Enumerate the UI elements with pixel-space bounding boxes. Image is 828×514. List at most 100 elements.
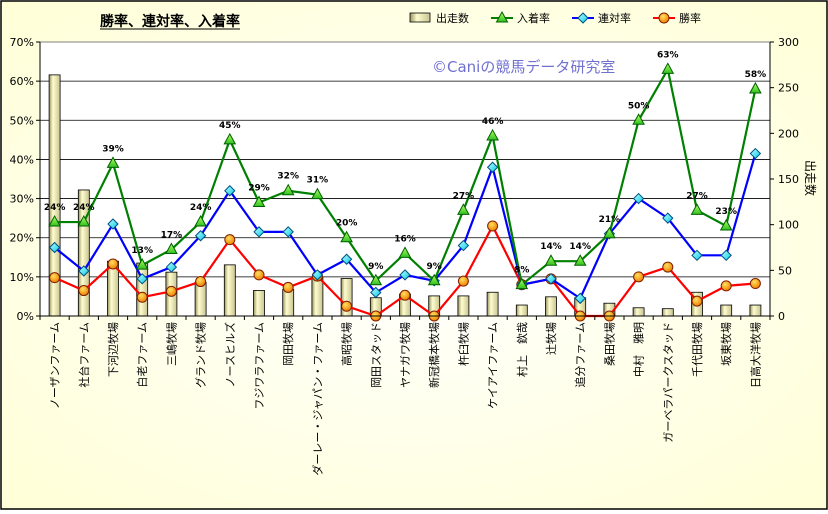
marker-point bbox=[486, 128, 499, 141]
marker-point bbox=[107, 258, 119, 270]
legend-label: 出走数 bbox=[436, 11, 469, 25]
data-label: 24% bbox=[73, 203, 95, 213]
legend-item: 入着率 bbox=[491, 10, 550, 25]
x-tick-label: 下河辺牧場 bbox=[106, 322, 120, 377]
series-line bbox=[48, 147, 762, 305]
bar bbox=[253, 290, 265, 317]
data-label: 63% bbox=[657, 50, 679, 60]
data-label: 50% bbox=[628, 101, 650, 111]
data-labels: 24% 24% 39% 13% 17% 24% 45% 29% 32% 31% 20% 9% 16% 9%… bbox=[44, 50, 766, 275]
x-tick-label: ガーベラパークスタッド bbox=[662, 322, 675, 443]
marker-point bbox=[223, 132, 237, 145]
marker-point bbox=[341, 300, 353, 312]
y2-tick-label: 200 bbox=[778, 127, 799, 140]
marker-point bbox=[77, 215, 91, 227]
bar bbox=[311, 277, 324, 317]
bar bbox=[194, 281, 207, 317]
y2-tick-label: 250 bbox=[778, 82, 799, 95]
y-tick-label: 10% bbox=[10, 271, 34, 284]
marker-point bbox=[253, 226, 265, 238]
y2-tick-label: 300 bbox=[778, 36, 799, 49]
legend-label: 入着率 bbox=[517, 11, 550, 25]
x-tick-label: 新冠橋本牧場 bbox=[427, 322, 441, 388]
marker-point bbox=[224, 234, 236, 246]
data-label: 58% bbox=[745, 70, 767, 80]
x-tick-label: フジワラファーム bbox=[253, 322, 266, 410]
data-label: 24% bbox=[44, 203, 66, 213]
data-label: 45% bbox=[219, 121, 241, 131]
y2-tick-label: 0 bbox=[778, 310, 785, 323]
marker-point bbox=[457, 275, 469, 287]
marker-point bbox=[340, 230, 353, 243]
data-label: 24% bbox=[190, 203, 212, 213]
marker-point bbox=[136, 291, 148, 303]
marker-point bbox=[49, 272, 61, 284]
legend-swatch bbox=[409, 12, 431, 23]
marker-point bbox=[252, 195, 266, 207]
bar bbox=[545, 296, 557, 317]
x-tick-label: 桑田牧場 bbox=[602, 322, 616, 366]
marker-point bbox=[515, 277, 529, 290]
y2-tick-label: 150 bbox=[778, 173, 799, 186]
data-label: 13% bbox=[131, 246, 153, 256]
marker-point bbox=[749, 278, 761, 290]
bar bbox=[223, 264, 236, 317]
x-tick-label: グランド牧場 bbox=[194, 322, 208, 388]
bar bbox=[632, 307, 645, 317]
y-tick-label: 40% bbox=[10, 153, 34, 166]
data-label: 8% bbox=[514, 266, 529, 276]
data-label: 32% bbox=[277, 172, 299, 182]
marker-point bbox=[311, 187, 324, 200]
data-label: 39% bbox=[102, 144, 124, 154]
x-tick-label: 坂東牧場 bbox=[719, 322, 733, 366]
x-tick-label: ノーザンファーム bbox=[49, 322, 62, 409]
marker-point bbox=[165, 242, 178, 254]
legend-label: 勝率 bbox=[679, 11, 701, 25]
marker-point bbox=[749, 81, 762, 94]
marker-point bbox=[545, 273, 557, 285]
marker-point bbox=[253, 269, 265, 281]
y-tick-label: 20% bbox=[10, 232, 34, 245]
line-series bbox=[48, 62, 762, 322]
marker-point bbox=[691, 249, 703, 262]
marker-point bbox=[457, 239, 470, 252]
x-tick-label: 三嶋牧場 bbox=[164, 322, 178, 366]
x-tick-label: 中村 雅明 bbox=[632, 322, 646, 377]
y-tick-label: 30% bbox=[10, 193, 34, 206]
x-tick-label: 白老ファーム bbox=[135, 322, 149, 388]
marker-point bbox=[574, 292, 586, 305]
marker-point bbox=[165, 261, 178, 273]
y-tick-label: 0% bbox=[17, 310, 34, 323]
marker-point bbox=[48, 215, 61, 227]
marker-point bbox=[603, 226, 616, 239]
marker-point bbox=[399, 289, 411, 301]
marker-point bbox=[720, 280, 732, 292]
marker-point bbox=[370, 286, 382, 299]
legend-item: 連対率 bbox=[572, 11, 631, 25]
marker-point bbox=[719, 218, 733, 231]
legend: 出走数 入着率 連対率 勝率 bbox=[409, 10, 701, 25]
x-tick-label: ヤナガワ牧場 bbox=[398, 322, 412, 388]
marker-point bbox=[106, 156, 120, 168]
x-tick-label: ノースヒルズ bbox=[223, 322, 237, 387]
y2-axis-label: 出走数 bbox=[803, 160, 818, 196]
data-label: 27% bbox=[453, 191, 475, 201]
x-tick-label: 追分ファーム bbox=[573, 322, 587, 388]
y2-tick-label: 100 bbox=[778, 219, 799, 232]
bar bbox=[720, 304, 733, 317]
data-label: 29% bbox=[248, 183, 270, 193]
axes: 0% 10% 20% 30% 40% 50% 60% 70% 0 50 100 150 200 250 30… bbox=[10, 36, 799, 476]
data-label: 23% bbox=[715, 207, 737, 217]
data-label: 21% bbox=[599, 215, 621, 225]
marker-point bbox=[662, 212, 674, 224]
marker-point bbox=[78, 265, 90, 277]
bar bbox=[661, 308, 674, 317]
marker-point bbox=[658, 12, 670, 24]
marker-point bbox=[661, 62, 675, 74]
bar bbox=[486, 291, 499, 317]
marker-point bbox=[136, 273, 148, 285]
marker-point bbox=[662, 261, 674, 273]
marker-point bbox=[691, 295, 703, 307]
x-tick-label: 社台ファーム bbox=[77, 322, 91, 388]
